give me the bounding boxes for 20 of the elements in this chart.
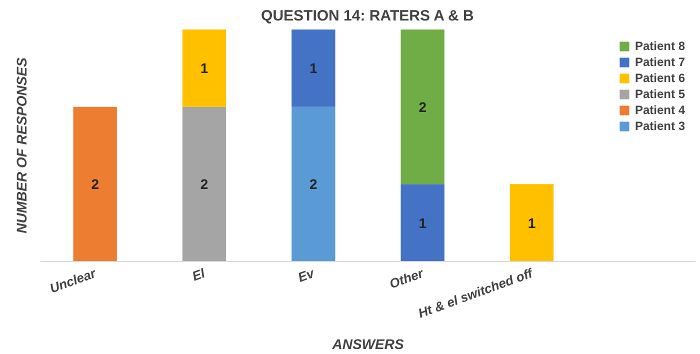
data-label: 2 (418, 98, 427, 115)
legend-label: Patient 8 (634, 39, 685, 53)
x-tick-label: El (190, 265, 208, 284)
data-label: 2 (91, 176, 100, 192)
legend-label: Patient 5 (634, 87, 685, 101)
y-axis-title: NUMBER OF RESPONSES (14, 56, 30, 234)
x-axis-title: ANSWERS (331, 336, 404, 352)
legend-label: Patient 3 (634, 119, 685, 133)
data-label: 1 (310, 60, 318, 76)
legend-label: Patient 7 (634, 55, 685, 69)
data-label: 1 (528, 214, 536, 231)
x-tick-label: Other (387, 265, 426, 292)
data-label: 2 (200, 176, 208, 192)
legend-label: Patient 6 (634, 71, 685, 85)
data-label: 2 (310, 176, 318, 192)
chart-title: QUESTION 14: RATERS A & B (261, 8, 474, 24)
data-label: 1 (418, 214, 427, 231)
legend-label: Patient 4 (634, 103, 685, 117)
data-label: 1 (200, 60, 208, 76)
x-tick-label: Ev (296, 265, 317, 285)
